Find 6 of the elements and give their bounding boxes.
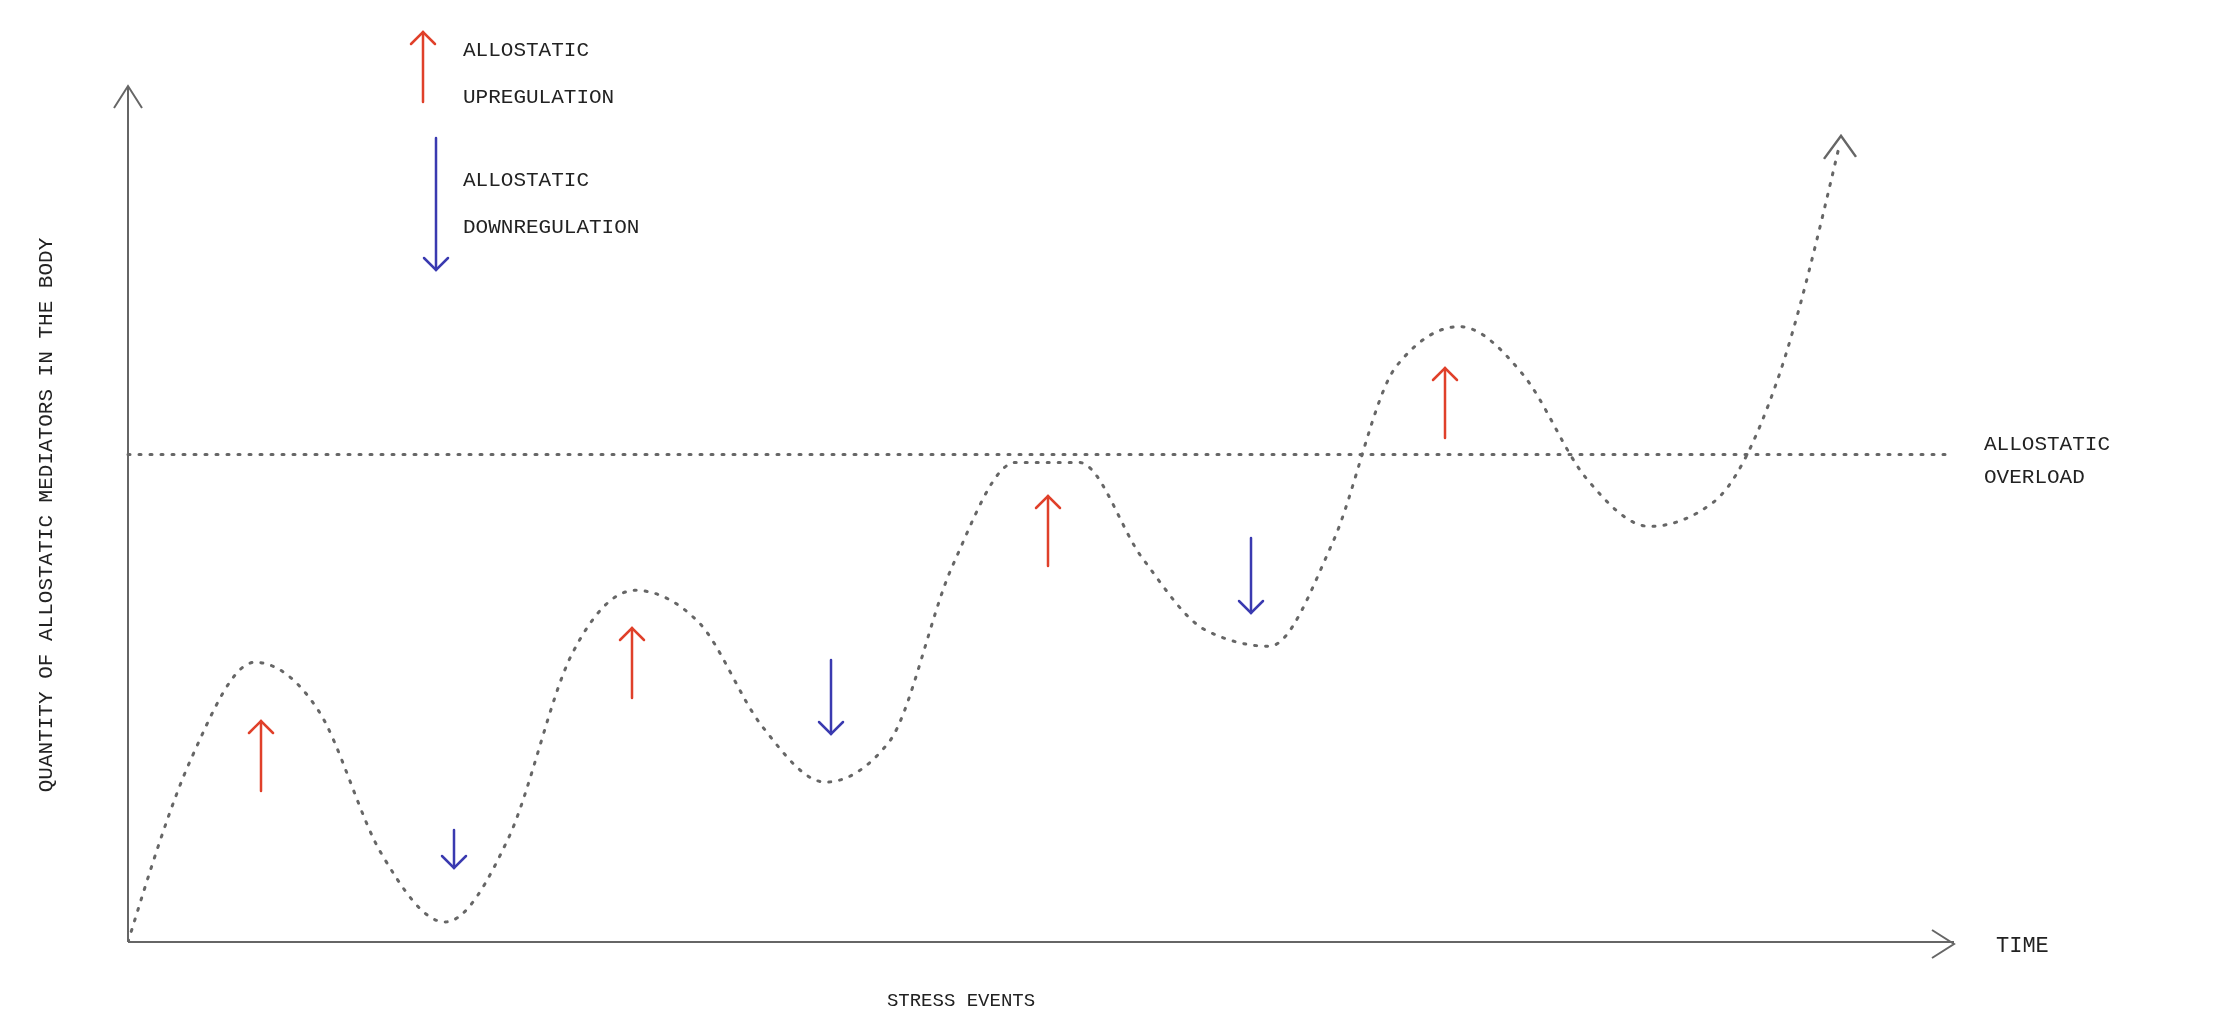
- x-axis-title: STRESS EVENTS: [886, 990, 1036, 1012]
- y-axis-title: QUANTITY OF ALLOSTATIC MEDIATORS IN THE BODY: [34, 237, 58, 793]
- ref-line-label: ALLOSTATIC OVERLOAD: [1984, 433, 2111, 490]
- text: ALLOSTATIC UPREGULATION: [463, 39, 615, 109]
- annotation: ALLOSTATIC DOWNREGULATION: [463, 169, 640, 239]
- text: TIME: [1996, 934, 2049, 959]
